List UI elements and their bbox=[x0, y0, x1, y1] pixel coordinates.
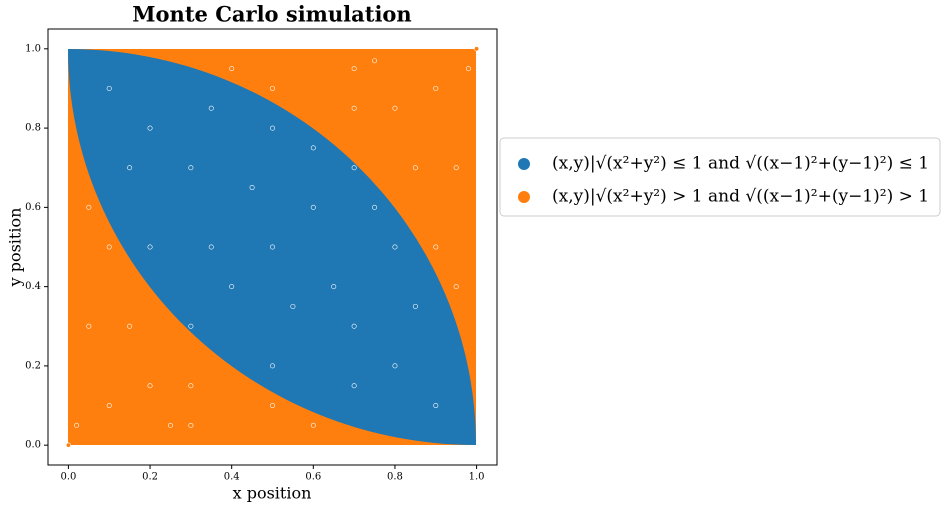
scatter-point bbox=[269, 363, 275, 369]
scatter-point bbox=[106, 85, 112, 91]
x-tick-label: 0.2 bbox=[142, 472, 158, 483]
scatter-point bbox=[65, 442, 71, 448]
x-tick-label: 0.6 bbox=[305, 472, 321, 483]
scatter-point bbox=[74, 422, 80, 428]
scatter-point bbox=[229, 66, 235, 72]
scatter-point bbox=[229, 284, 235, 290]
legend-marker bbox=[518, 191, 530, 203]
scatter-point bbox=[351, 383, 357, 389]
plot-frame bbox=[47, 28, 498, 466]
scatter-point bbox=[351, 66, 357, 72]
scatter-point bbox=[127, 165, 133, 171]
scatter-point bbox=[208, 244, 214, 250]
scatter-point bbox=[433, 85, 439, 91]
scatter-point bbox=[453, 284, 459, 290]
scatter-point bbox=[147, 244, 153, 250]
scatter-point bbox=[351, 323, 357, 329]
scatter-point bbox=[208, 105, 214, 111]
scatter-point bbox=[392, 363, 398, 369]
scatter-point bbox=[269, 125, 275, 131]
scatter-point bbox=[351, 105, 357, 111]
scatter-point bbox=[392, 244, 398, 250]
scatter-point bbox=[392, 105, 398, 111]
scatter-point bbox=[310, 422, 316, 428]
scatter-point bbox=[474, 46, 480, 52]
x-tick-label: 0.0 bbox=[60, 472, 76, 483]
scatter-point bbox=[106, 244, 112, 250]
legend-label: (x,y)|√(x²+y²) ≤ 1 and √((x−1)²+(y−1)²) … bbox=[552, 154, 929, 174]
x-tick-label: 1.0 bbox=[469, 472, 485, 483]
scatter-point bbox=[147, 125, 153, 131]
scatter-point bbox=[188, 383, 194, 389]
y-axis-label: y position bbox=[6, 208, 25, 288]
y-tick-label: 0.4 bbox=[25, 281, 41, 292]
legend: (x,y)|√(x²+y²) ≤ 1 and √((x−1)²+(y−1)²) … bbox=[499, 137, 941, 217]
scatter-point bbox=[331, 284, 337, 290]
scatter-point bbox=[167, 422, 173, 428]
scatter-point bbox=[310, 204, 316, 210]
x-tick-label: 0.4 bbox=[224, 472, 240, 483]
scatter-point bbox=[433, 244, 439, 250]
scatter-point bbox=[433, 403, 439, 409]
x-axis-label: x position bbox=[233, 484, 312, 503]
y-tick-label: 0.6 bbox=[25, 202, 41, 213]
scatter-point bbox=[290, 303, 296, 309]
legend-marker bbox=[518, 158, 530, 170]
scatter-point bbox=[412, 303, 418, 309]
y-tick-label: 1.0 bbox=[25, 43, 41, 54]
scatter-point bbox=[310, 145, 316, 151]
x-tick-label: 0.8 bbox=[387, 472, 403, 483]
scatter-point bbox=[127, 323, 133, 329]
scatter-point bbox=[269, 85, 275, 91]
scatter-point bbox=[249, 185, 255, 191]
y-tick-label: 0.8 bbox=[25, 123, 41, 134]
scatter-point bbox=[147, 383, 153, 389]
scatter-point bbox=[188, 165, 194, 171]
scatter-point bbox=[372, 204, 378, 210]
scatter-point bbox=[86, 204, 92, 210]
legend-frame bbox=[499, 137, 941, 217]
scatter-point bbox=[465, 66, 471, 72]
y-tick-label: 0.2 bbox=[25, 360, 41, 371]
scatter-point bbox=[269, 403, 275, 409]
scatter-point bbox=[86, 323, 92, 329]
scatter-point bbox=[351, 165, 357, 171]
scatter-point bbox=[188, 323, 194, 329]
y-tick-label: 0.0 bbox=[25, 440, 41, 451]
chart-title: Monte Carlo simulation bbox=[132, 2, 411, 27]
scatter-point bbox=[453, 165, 459, 171]
scatter-point bbox=[412, 165, 418, 171]
scatter-point bbox=[372, 58, 378, 64]
scatter-point bbox=[269, 244, 275, 250]
scatter-point bbox=[106, 403, 112, 409]
scatter-point bbox=[188, 422, 194, 428]
legend-label: (x,y)|√(x²+y²) > 1 and √((x−1)²+(y−1)²) … bbox=[552, 187, 929, 207]
